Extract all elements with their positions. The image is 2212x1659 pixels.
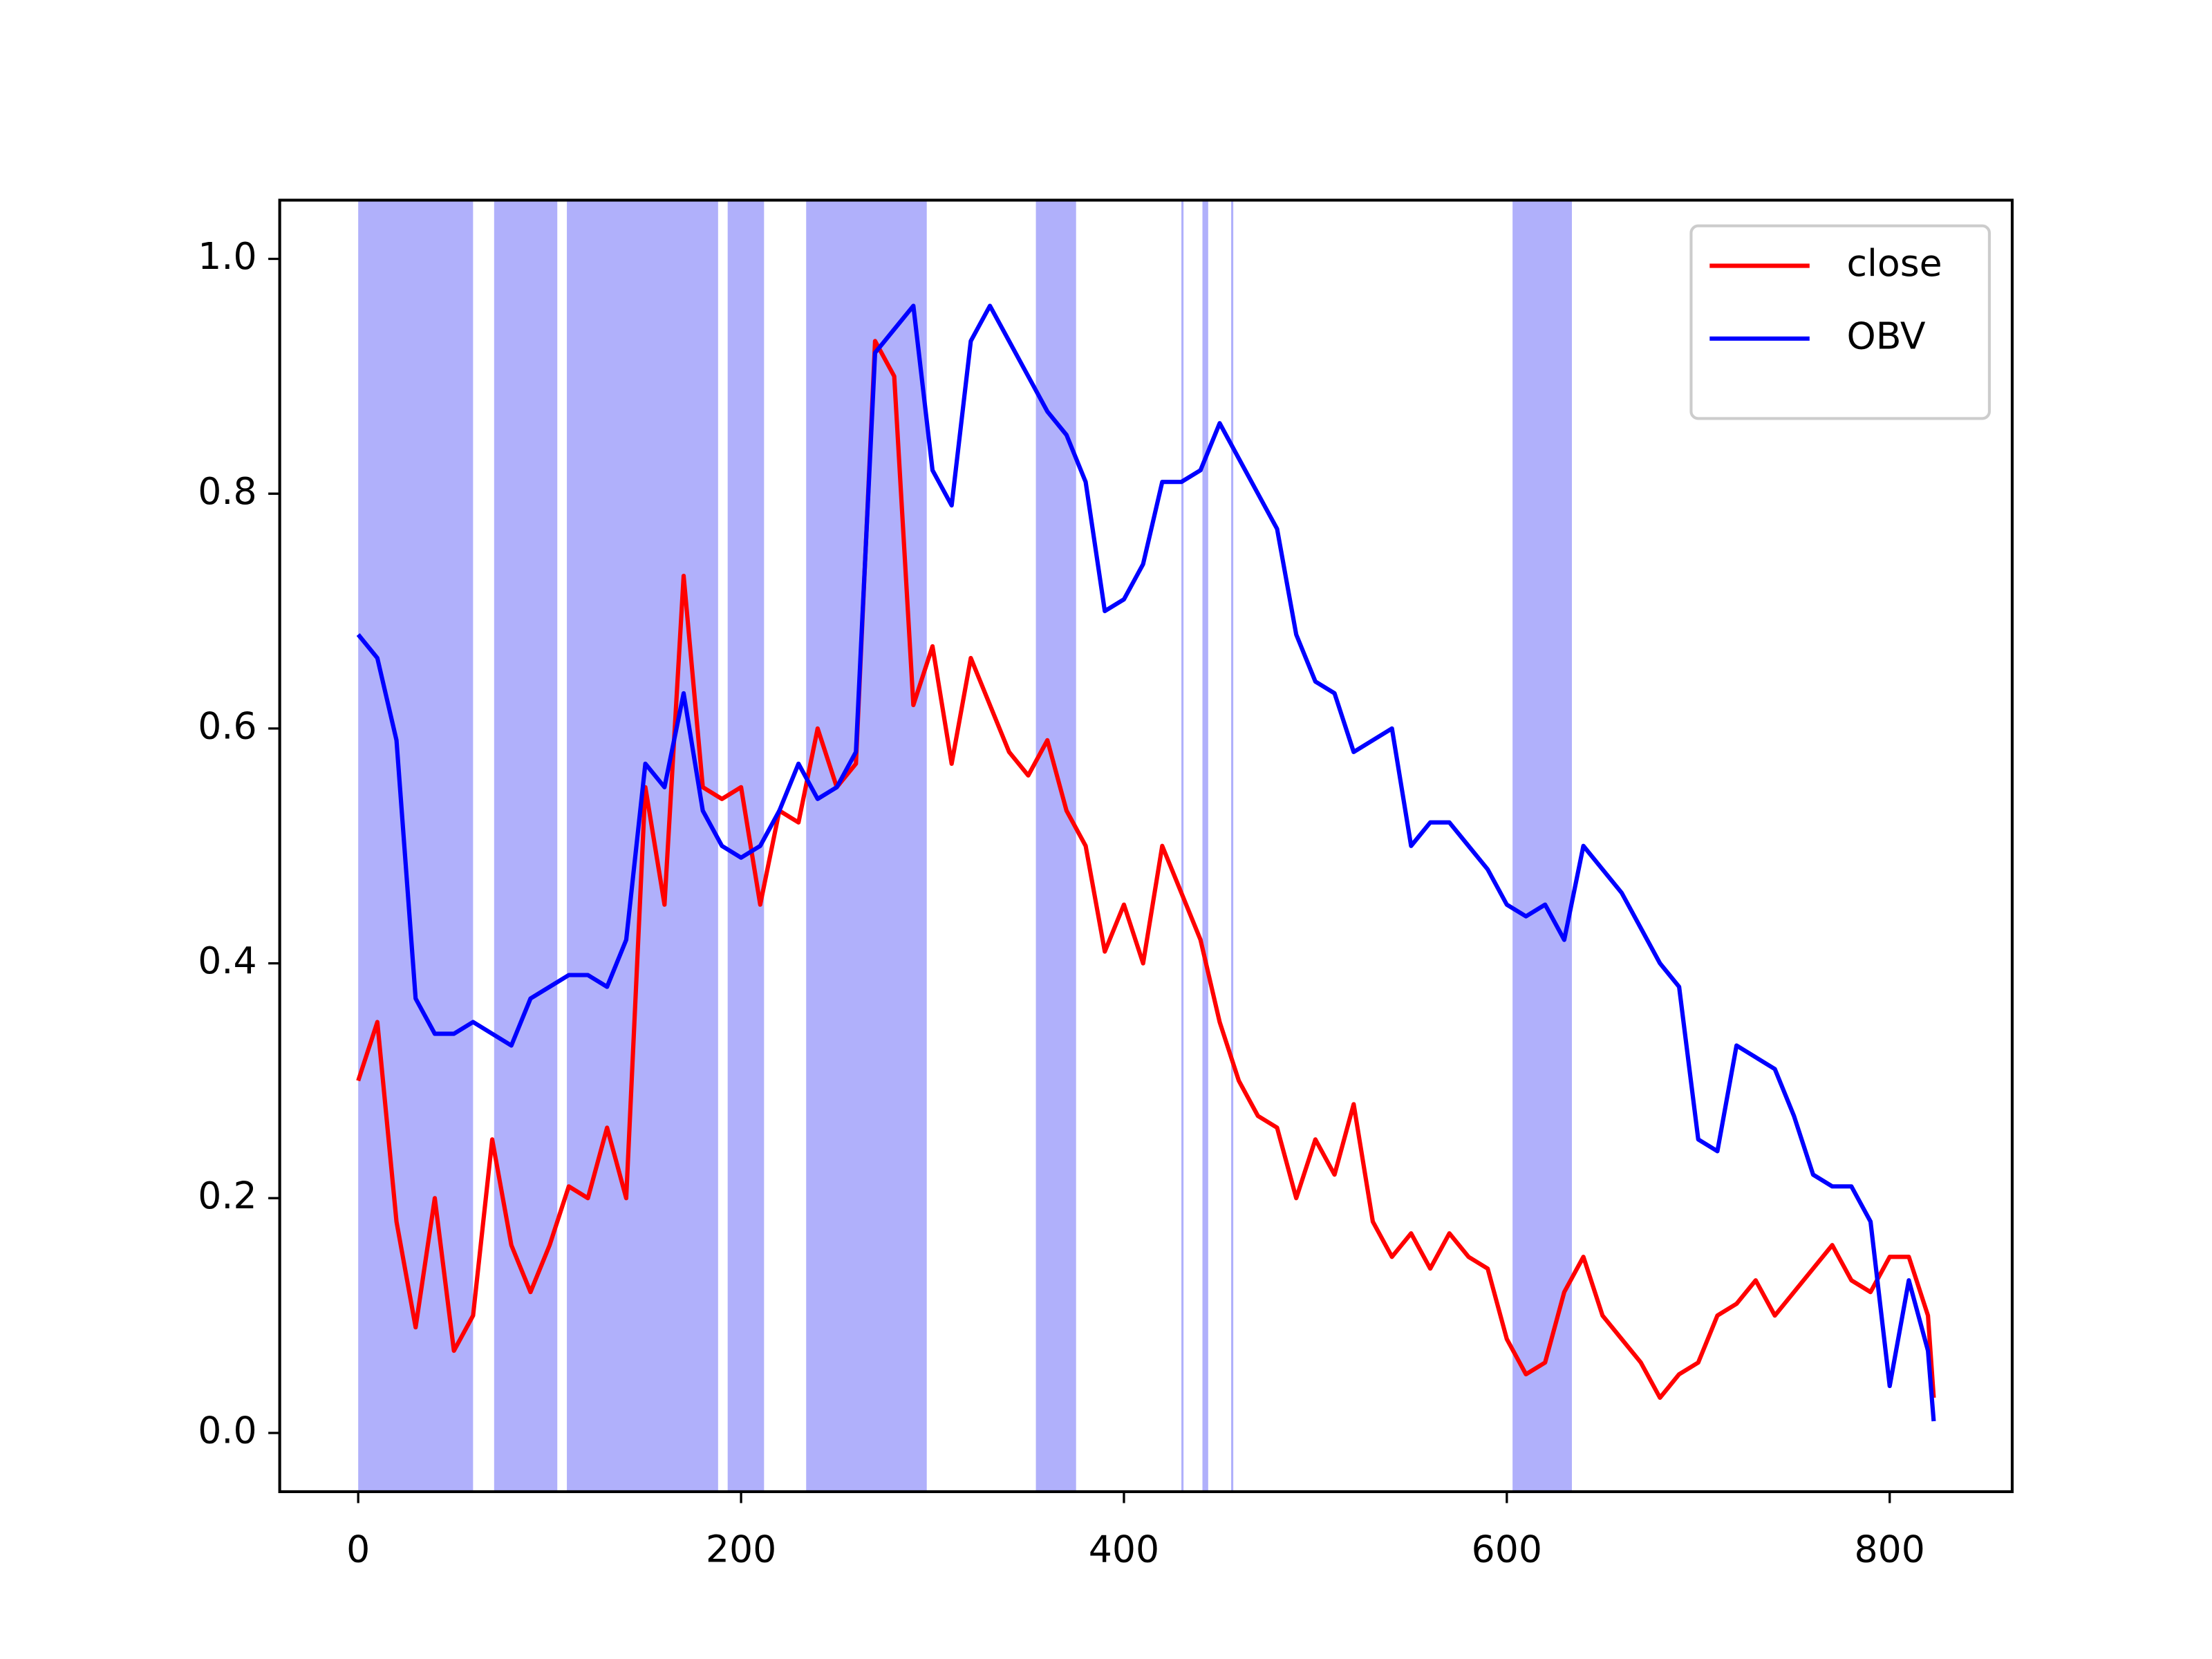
x-tick-label: 400: [1089, 1527, 1159, 1571]
y-tick-label: 1.0: [198, 234, 256, 278]
shaded-span: [1231, 200, 1234, 1492]
y-tick-label: 0.2: [198, 1174, 256, 1217]
shaded-span: [494, 200, 558, 1492]
data-line: [356, 339, 1936, 1400]
shaded-span: [1035, 200, 1076, 1492]
x-tick-label: 200: [706, 1527, 776, 1571]
y-tick-label: 0.4: [198, 939, 256, 982]
x-tick-label: 800: [1855, 1527, 1925, 1571]
plot-frame: [278, 198, 2014, 1493]
x-tick-label: 0: [346, 1527, 370, 1571]
legend: close OBV: [1689, 224, 1991, 420]
data-line: [356, 303, 1936, 1422]
x-tick-label: 600: [1472, 1527, 1542, 1571]
shaded-span: [806, 200, 927, 1492]
legend-box: [1689, 224, 1991, 420]
shaded-span: [1512, 200, 1573, 1492]
shaded-span: [1202, 200, 1208, 1492]
legend-label: OBV: [1846, 314, 1925, 357]
legend-label: close: [1846, 241, 1942, 285]
shaded-span: [1181, 200, 1184, 1492]
y-tick-label: 0.0: [198, 1409, 256, 1452]
shaded-span: [358, 200, 474, 1492]
y-tick-label: 0.8: [198, 469, 256, 513]
y-tick-label: 0.6: [198, 704, 256, 748]
